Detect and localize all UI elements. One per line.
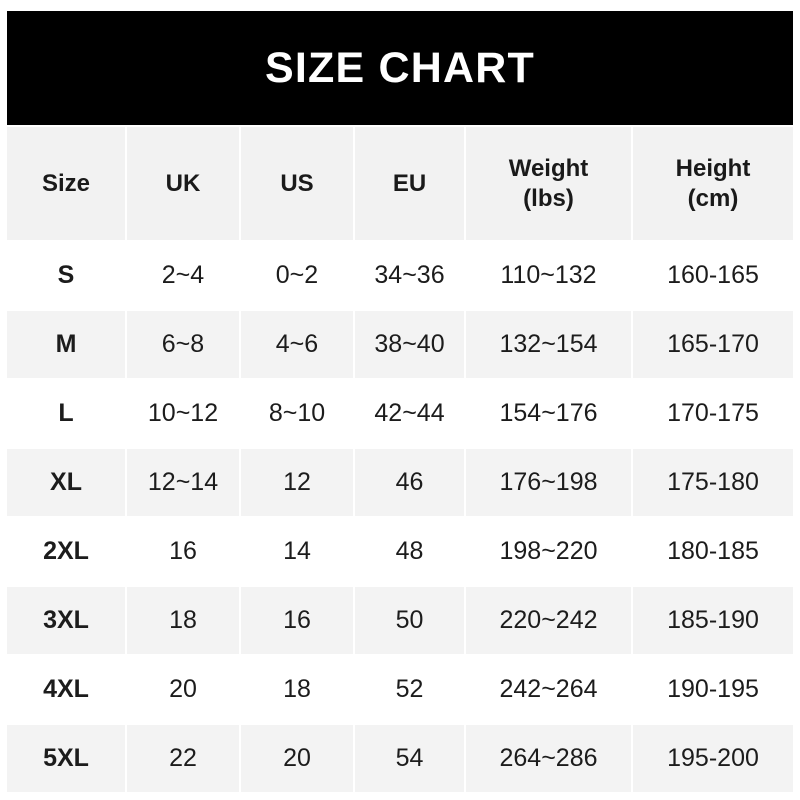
column-header-weight-unit: (lbs) bbox=[523, 184, 574, 212]
table-row: 2XL 16 14 48 198~220 180-185 bbox=[7, 516, 793, 585]
cell-weight: 220~242 bbox=[466, 585, 633, 654]
cell-weight: 154~176 bbox=[466, 378, 633, 447]
cell-us: 4~6 bbox=[241, 309, 355, 378]
cell-uk: 22 bbox=[127, 723, 241, 792]
cell-us: 20 bbox=[241, 723, 355, 792]
column-header-eu-label: EU bbox=[392, 169, 427, 197]
cell-size: 2XL bbox=[7, 516, 127, 585]
cell-us: 18 bbox=[241, 654, 355, 723]
cell-weight: 110~132 bbox=[466, 240, 633, 309]
cell-uk: 12~14 bbox=[127, 447, 241, 516]
column-header-size-label: Size bbox=[41, 169, 91, 197]
table-row: 4XL 20 18 52 242~264 190-195 bbox=[7, 654, 793, 723]
table-body: S 2~4 0~2 34~36 110~132 160-165 M 6~8 4~… bbox=[7, 240, 793, 792]
cell-us: 12 bbox=[241, 447, 355, 516]
cell-eu: 46 bbox=[355, 447, 466, 516]
table-row: L 10~12 8~10 42~44 154~176 170-175 bbox=[7, 378, 793, 447]
column-header-height-unit: (cm) bbox=[687, 184, 739, 212]
cell-height: 195-200 bbox=[633, 723, 793, 792]
column-header-us-label: US bbox=[280, 169, 314, 197]
cell-weight: 264~286 bbox=[466, 723, 633, 792]
cell-weight: 132~154 bbox=[466, 309, 633, 378]
cell-eu: 42~44 bbox=[355, 378, 466, 447]
cell-eu: 34~36 bbox=[355, 240, 466, 309]
cell-uk: 20 bbox=[127, 654, 241, 723]
cell-size: 4XL bbox=[7, 654, 127, 723]
column-header-height-label: Height bbox=[675, 155, 751, 183]
column-header-uk: UK bbox=[127, 127, 241, 240]
cell-uk: 2~4 bbox=[127, 240, 241, 309]
cell-weight: 198~220 bbox=[466, 516, 633, 585]
size-chart-table-container: Size UK US EU Weight (lbs) bbox=[7, 127, 793, 792]
cell-eu: 38~40 bbox=[355, 309, 466, 378]
column-header-us: US bbox=[241, 127, 355, 240]
column-header-height: Height (cm) bbox=[633, 127, 793, 240]
cell-uk: 18 bbox=[127, 585, 241, 654]
column-header-weight: Weight (lbs) bbox=[466, 127, 633, 240]
table-row: 3XL 18 16 50 220~242 185-190 bbox=[7, 585, 793, 654]
cell-size: M bbox=[7, 309, 127, 378]
cell-uk: 6~8 bbox=[127, 309, 241, 378]
cell-eu: 52 bbox=[355, 654, 466, 723]
cell-us: 16 bbox=[241, 585, 355, 654]
cell-us: 14 bbox=[241, 516, 355, 585]
column-header-weight-label: Weight bbox=[508, 155, 589, 183]
cell-height: 180-185 bbox=[633, 516, 793, 585]
cell-weight: 176~198 bbox=[466, 447, 633, 516]
page-title: SIZE CHART bbox=[265, 43, 535, 92]
cell-height: 190-195 bbox=[633, 654, 793, 723]
cell-us: 0~2 bbox=[241, 240, 355, 309]
table-header: Size UK US EU Weight (lbs) bbox=[7, 127, 793, 240]
size-chart-table: Size UK US EU Weight (lbs) bbox=[7, 127, 793, 792]
column-header-eu: EU bbox=[355, 127, 466, 240]
cell-size: L bbox=[7, 378, 127, 447]
cell-eu: 48 bbox=[355, 516, 466, 585]
cell-eu: 54 bbox=[355, 723, 466, 792]
title-bar: SIZE CHART bbox=[7, 11, 793, 125]
cell-height: 170-175 bbox=[633, 378, 793, 447]
cell-height: 175-180 bbox=[633, 447, 793, 516]
cell-height: 160-165 bbox=[633, 240, 793, 309]
cell-size: 3XL bbox=[7, 585, 127, 654]
cell-weight: 242~264 bbox=[466, 654, 633, 723]
cell-uk: 10~12 bbox=[127, 378, 241, 447]
cell-uk: 16 bbox=[127, 516, 241, 585]
cell-height: 165-170 bbox=[633, 309, 793, 378]
cell-size: XL bbox=[7, 447, 127, 516]
table-row: XL 12~14 12 46 176~198 175-180 bbox=[7, 447, 793, 516]
cell-size: S bbox=[7, 240, 127, 309]
table-row: M 6~8 4~6 38~40 132~154 165-170 bbox=[7, 309, 793, 378]
cell-eu: 50 bbox=[355, 585, 466, 654]
table-row: S 2~4 0~2 34~36 110~132 160-165 bbox=[7, 240, 793, 309]
cell-size: 5XL bbox=[7, 723, 127, 792]
column-header-uk-label: UK bbox=[165, 169, 201, 197]
header-row: Size UK US EU Weight (lbs) bbox=[7, 127, 793, 240]
table-row: 5XL 22 20 54 264~286 195-200 bbox=[7, 723, 793, 792]
cell-us: 8~10 bbox=[241, 378, 355, 447]
column-header-size: Size bbox=[7, 127, 127, 240]
cell-height: 185-190 bbox=[633, 585, 793, 654]
